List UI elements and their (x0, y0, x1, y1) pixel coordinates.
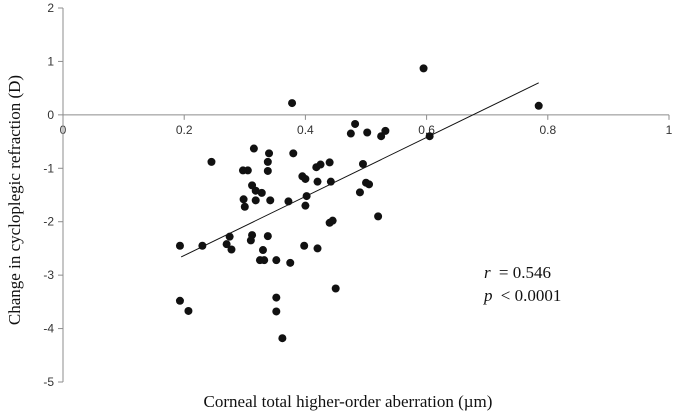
data-point (263, 157, 272, 166)
y-axis-title: Change in cycloplegic refraction (D) (5, 75, 24, 325)
data-point (263, 232, 272, 241)
data-point (313, 244, 322, 253)
data-point (263, 166, 272, 175)
data-point (363, 128, 372, 137)
data-point (175, 296, 184, 305)
data-point (325, 158, 334, 167)
r-statistic: r = 0.546 (484, 263, 551, 282)
data-point (301, 201, 310, 210)
y-tick-label: -1 (43, 161, 54, 175)
x-tick-label: 0.4 (297, 123, 314, 137)
data-point (240, 202, 249, 211)
data-point (300, 241, 309, 250)
data-point (313, 177, 322, 186)
data-point (207, 157, 216, 166)
data-point (365, 180, 374, 189)
data-point (377, 132, 386, 141)
data-point (198, 241, 207, 250)
p-value: < 0.0001 (501, 286, 562, 305)
p-symbol: p (483, 286, 493, 305)
data-point (238, 166, 247, 175)
data-point (302, 192, 311, 201)
data-point (265, 149, 274, 158)
data-point (289, 149, 298, 158)
trendline-group (180, 82, 539, 258)
data-point (222, 240, 231, 249)
data-point (351, 119, 360, 128)
data-point (239, 195, 248, 204)
tick-labels: 210-1-2-3-4-500.20.40.60.81 (43, 1, 672, 389)
data-point (381, 126, 390, 135)
data-points (175, 64, 543, 343)
data-point (284, 197, 293, 206)
y-tick-label: 1 (47, 54, 54, 68)
data-point (534, 101, 543, 110)
data-point (326, 177, 335, 186)
data-point (288, 99, 297, 108)
x-axis-title: Corneal total higher-order aberration (µ… (204, 392, 493, 411)
data-point (258, 246, 267, 255)
data-point (301, 174, 310, 183)
data-point (225, 232, 234, 241)
data-point (328, 216, 337, 225)
data-point (257, 188, 266, 197)
data-point (358, 160, 367, 169)
data-point (419, 64, 428, 73)
y-tick-label: -4 (43, 322, 54, 336)
data-point (331, 284, 340, 293)
data-point (316, 160, 325, 169)
data-point (260, 256, 269, 265)
data-point (249, 144, 258, 153)
data-point (251, 186, 260, 195)
p-statistic: p < 0.0001 (483, 286, 561, 305)
axes (58, 7, 670, 383)
x-tick-label: 1 (666, 123, 673, 137)
data-point (346, 129, 355, 138)
data-point (355, 188, 364, 197)
data-point (286, 258, 295, 267)
x-tick-label: 0.2 (176, 123, 193, 137)
data-point (246, 236, 255, 245)
y-tick-label: 2 (47, 1, 54, 15)
data-point (374, 212, 383, 221)
y-tick-label: -2 (43, 215, 54, 229)
y-tick-label: -3 (43, 268, 54, 282)
x-tick-label: 0.8 (539, 123, 556, 137)
y-tick-label: -5 (43, 375, 54, 389)
data-point (227, 245, 236, 254)
data-point (272, 256, 281, 265)
y-tick-label: 0 (47, 108, 54, 122)
data-point (278, 334, 287, 343)
data-point (184, 306, 193, 315)
data-point (272, 307, 281, 316)
trendline (180, 82, 539, 258)
r-value: = 0.546 (499, 263, 551, 282)
data-point (175, 241, 184, 250)
data-point (272, 293, 281, 302)
data-point (266, 196, 275, 205)
r-symbol: r (484, 263, 491, 282)
data-point (425, 132, 434, 141)
data-point (251, 196, 260, 205)
